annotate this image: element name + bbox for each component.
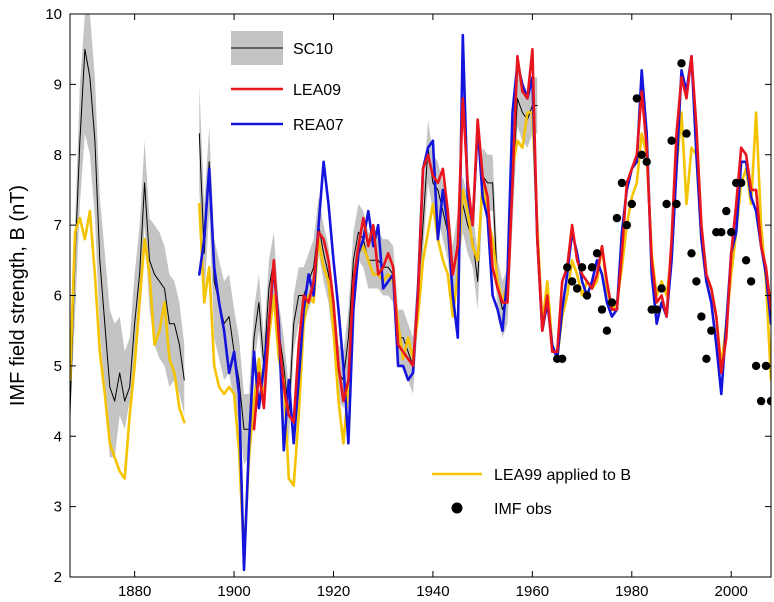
imf-obs-point xyxy=(617,178,627,188)
imf-obs-point xyxy=(657,284,666,293)
imf-obs-point xyxy=(662,199,671,209)
imf-obs-point xyxy=(741,256,751,265)
imf-obs-point xyxy=(592,249,602,258)
imf-obs-point xyxy=(682,129,691,138)
imf-obs-point xyxy=(582,291,592,300)
y-tick-label: 9 xyxy=(54,76,62,93)
legend-label: LEA09 xyxy=(293,82,341,99)
imf-obs-point xyxy=(612,213,622,223)
imf-obs-point xyxy=(652,305,661,314)
y-tick-label: 3 xyxy=(54,499,62,516)
imf-obs-point xyxy=(702,354,711,363)
x-tick-label: 1940 xyxy=(416,583,449,600)
imf-obs-point xyxy=(567,277,577,286)
x-tick-label: 1880 xyxy=(118,583,151,600)
sc10-line-0 xyxy=(70,48,185,416)
axis-ticks-layer: 1880 1900 1920 1940 1960 1980 2000 2 3 4 5 6 7 8 9 10 xyxy=(45,6,771,600)
imf-obs-point xyxy=(597,305,607,314)
imf-obs-point xyxy=(577,263,587,272)
lea99-applied-to-b-line-0 xyxy=(70,209,186,480)
lea09-line-0 xyxy=(252,47,771,431)
y-tick-label: 5 xyxy=(54,358,62,375)
imf-obs-point xyxy=(737,178,746,188)
imf-obs-point xyxy=(627,199,636,209)
imf-obs-point xyxy=(558,354,567,363)
imf-obs-point xyxy=(756,396,766,406)
x-tick-label: 2000 xyxy=(715,583,748,600)
y-tick-label: 6 xyxy=(54,288,62,305)
imf-obs-point xyxy=(766,396,771,406)
imf-obs-point xyxy=(632,94,641,103)
imf-obs-point xyxy=(746,277,756,286)
legend-marker xyxy=(451,502,463,514)
x-tick-label: 1900 xyxy=(217,583,250,600)
imf-obs-point xyxy=(707,326,716,335)
imf-obs-point xyxy=(722,206,731,216)
imf-obs-point xyxy=(607,298,617,307)
y-tick-label: 4 xyxy=(54,428,62,445)
imf-obs-point xyxy=(717,228,726,237)
imf-obs-point xyxy=(667,136,676,145)
imf-obs-point xyxy=(751,361,761,371)
imf-obs-point xyxy=(672,199,681,209)
legend-label: LEA99 applied to B xyxy=(494,467,631,484)
imf-obs-point xyxy=(587,263,597,272)
legend-top: SC10 LEA09 REA07 xyxy=(231,31,344,134)
y-tick-label: 10 xyxy=(45,6,62,23)
imf-obs-points-layer xyxy=(553,59,771,406)
x-tick-label: 1960 xyxy=(516,583,549,600)
imf-obs-point xyxy=(687,249,696,258)
imf-obs-point xyxy=(622,220,631,230)
y-tick-label: 2 xyxy=(54,569,62,586)
imf-obs-point xyxy=(637,150,646,159)
imf-obs-point xyxy=(572,284,582,293)
imf-obs-point xyxy=(697,312,706,321)
imf-obs-point xyxy=(677,59,686,68)
imf-obs-point xyxy=(563,263,572,272)
rea07-line-0 xyxy=(198,33,771,572)
imf-obs-point xyxy=(692,277,701,286)
x-tick-label: 1980 xyxy=(615,583,648,600)
series-layer xyxy=(70,33,771,572)
imf-obs-point xyxy=(727,228,736,237)
y-axis-label: IMF field strength, B (nT) xyxy=(7,185,29,406)
imf-obs-point xyxy=(642,157,651,166)
y-tick-label: 7 xyxy=(54,217,62,234)
x-tick-label: 1920 xyxy=(317,583,350,600)
legend-label: IMF obs xyxy=(494,501,552,518)
legend-label: SC10 xyxy=(293,41,333,58)
legend-label: REA07 xyxy=(293,117,344,134)
legend-bottom: LEA99 applied to B IMF obs xyxy=(432,467,631,518)
imf-obs-point xyxy=(602,326,612,335)
y-tick-label: 8 xyxy=(54,147,62,164)
sc10-band-segment-0 xyxy=(70,14,185,458)
